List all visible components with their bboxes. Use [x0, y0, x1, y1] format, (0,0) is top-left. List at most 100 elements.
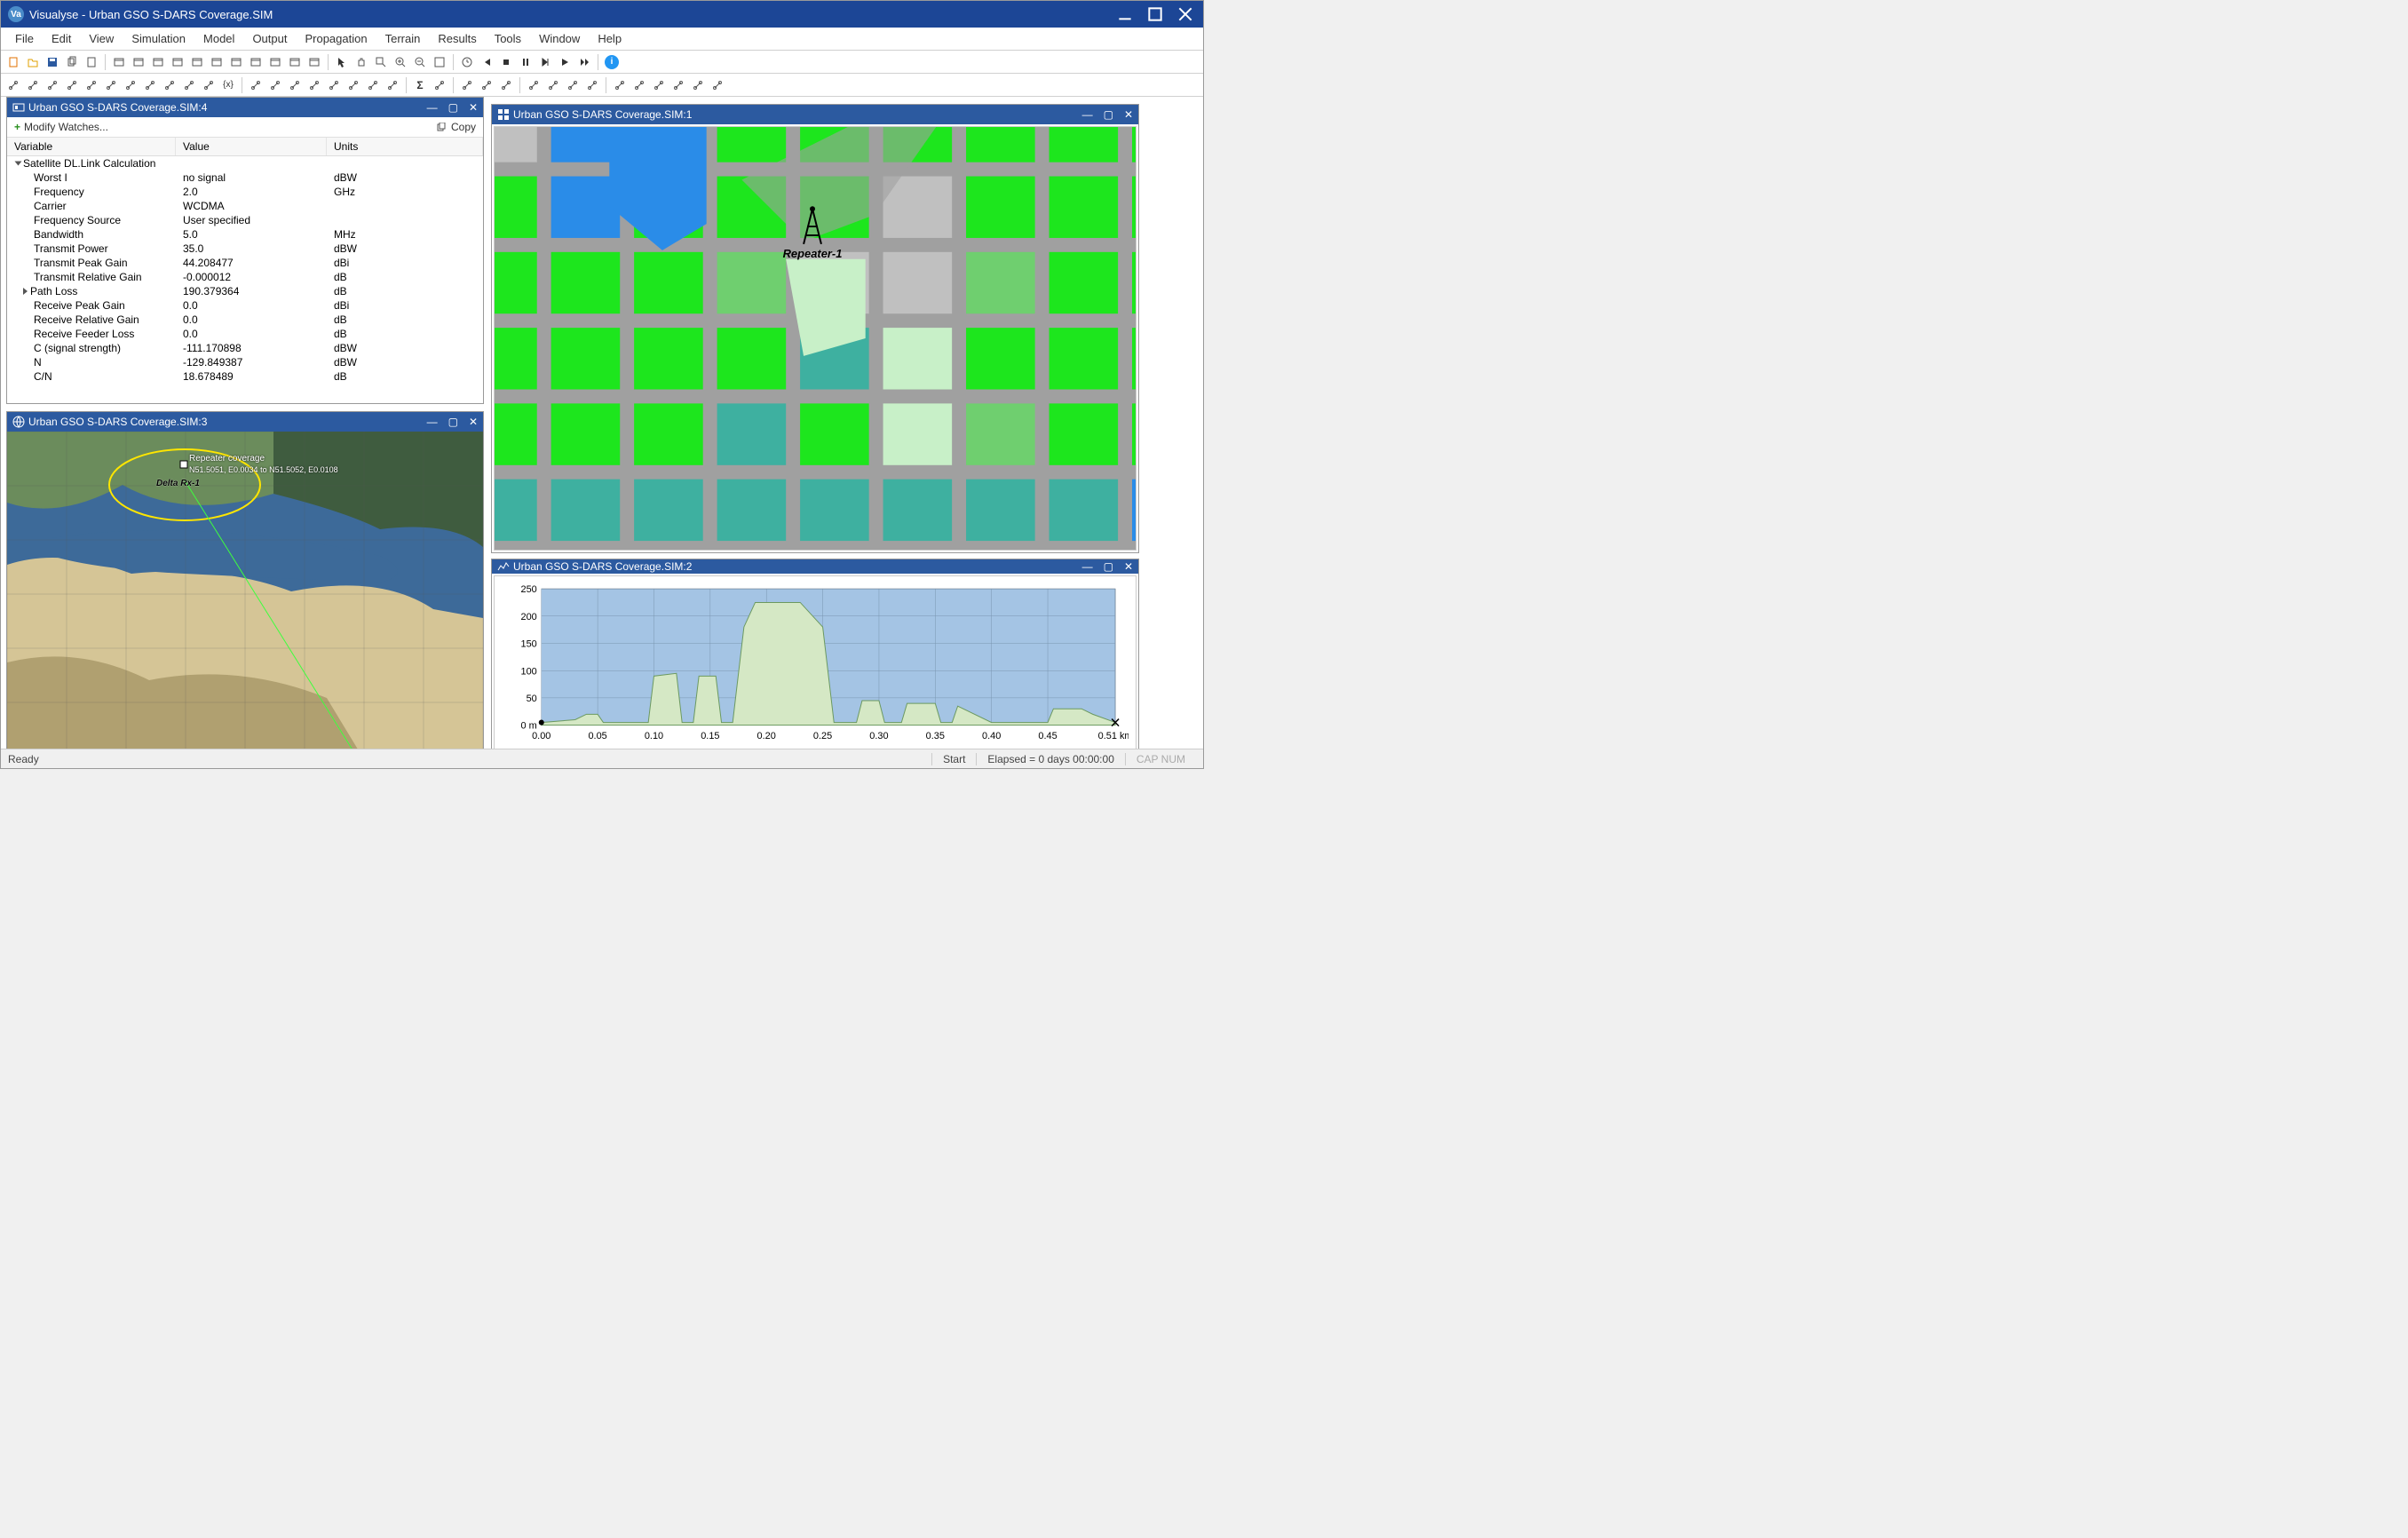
menu-propagation[interactable]: Propagation: [296, 28, 376, 49]
panel-maximize-button[interactable]: ▢: [448, 416, 458, 428]
person-2-icon[interactable]: [345, 76, 362, 94]
pause-icon[interactable]: [517, 53, 535, 71]
panel-close-button[interactable]: ✕: [1124, 560, 1133, 573]
window-3-icon[interactable]: [149, 53, 167, 71]
table-row[interactable]: N-129.849387dBW: [7, 355, 483, 369]
tool-a-icon[interactable]: [180, 76, 198, 94]
window-4-icon[interactable]: [169, 53, 186, 71]
table-row[interactable]: C/N18.678489dB: [7, 369, 483, 384]
panel-maximize-button[interactable]: ▢: [448, 101, 458, 114]
tile-icon[interactable]: [305, 53, 323, 71]
panel-maximize-button[interactable]: ▢: [1104, 108, 1113, 121]
transmit-icon[interactable]: [247, 76, 265, 94]
point-icon[interactable]: [161, 76, 178, 94]
hand-icon[interactable]: [352, 53, 370, 71]
panel-minimize-button[interactable]: —: [427, 416, 438, 428]
menu-results[interactable]: Results: [429, 28, 485, 49]
city-icon[interactable]: [709, 76, 726, 94]
stop-icon[interactable]: [497, 53, 515, 71]
cascade-icon[interactable]: [286, 53, 304, 71]
info-icon[interactable]: i: [603, 53, 621, 71]
window-7-icon[interactable]: [227, 53, 245, 71]
zoom-fit-icon[interactable]: [431, 53, 448, 71]
panel-close-button[interactable]: ✕: [469, 416, 478, 428]
build-icon[interactable]: [689, 76, 707, 94]
sigma-icon[interactable]: Σ: [411, 76, 429, 94]
antenna-1-icon[interactable]: [286, 76, 304, 94]
clock-icon[interactable]: [458, 53, 476, 71]
table-row[interactable]: Transmit Peak Gain44.208477dBi: [7, 256, 483, 270]
table-row[interactable]: CarrierWCDMA: [7, 199, 483, 213]
rewind-icon[interactable]: [478, 53, 495, 71]
pointer-icon[interactable]: [333, 53, 351, 71]
beam-1-icon[interactable]: [364, 76, 382, 94]
modify-watches-button[interactable]: +Modify Watches...: [14, 121, 436, 133]
layer-3-icon[interactable]: [564, 76, 582, 94]
table-row[interactable]: Transmit Relative Gain-0.000012dB: [7, 270, 483, 284]
fastfwd-icon[interactable]: [575, 53, 593, 71]
panel-close-button[interactable]: ✕: [1124, 108, 1133, 121]
table-row[interactable]: Receive Peak Gain0.0dBi: [7, 298, 483, 313]
layer-2-icon[interactable]: [544, 76, 562, 94]
close-button[interactable]: [1178, 7, 1192, 21]
menu-model[interactable]: Model: [194, 28, 243, 49]
table-row[interactable]: Transmit Power35.0dBW: [7, 242, 483, 256]
open-icon[interactable]: [24, 53, 42, 71]
chart-icon[interactable]: [266, 53, 284, 71]
table-group-row[interactable]: Satellite DL.Link Calculation: [7, 156, 483, 170]
profile-canvas[interactable]: 0 m501001502002500.000.050.100.150.200.2…: [494, 575, 1137, 749]
play-icon[interactable]: [556, 53, 574, 71]
col-units[interactable]: Units: [327, 138, 483, 155]
panel-minimize-button[interactable]: —: [1082, 560, 1093, 573]
zoom-out-icon[interactable]: [411, 53, 429, 71]
minimize-button[interactable]: [1118, 7, 1132, 21]
window-2-icon[interactable]: [130, 53, 147, 71]
table-row[interactable]: Worst Ino signaldBW: [7, 170, 483, 185]
coverage-canvas[interactable]: Repeater-1: [494, 126, 1137, 551]
paste-icon[interactable]: [83, 53, 100, 71]
route-icon[interactable]: [102, 76, 120, 94]
panel-b-icon[interactable]: [497, 76, 515, 94]
antenna-2-icon[interactable]: [305, 76, 323, 94]
menu-output[interactable]: Output: [243, 28, 296, 49]
menu-file[interactable]: File: [6, 28, 43, 49]
window-6-icon[interactable]: [208, 53, 226, 71]
dish-icon[interactable]: [458, 76, 476, 94]
link-b-icon[interactable]: [669, 76, 687, 94]
window-5-icon[interactable]: [188, 53, 206, 71]
table-icon[interactable]: [247, 53, 265, 71]
overlay-icon[interactable]: [630, 76, 648, 94]
table-row[interactable]: Frequency SourceUser specified: [7, 213, 483, 227]
zoom-in-icon[interactable]: [392, 53, 409, 71]
table-row[interactable]: Frequency2.0GHz: [7, 185, 483, 199]
panel-a-icon[interactable]: [478, 76, 495, 94]
node-icon[interactable]: [83, 76, 100, 94]
save-icon[interactable]: [44, 53, 61, 71]
receive-icon[interactable]: [266, 76, 284, 94]
table-row[interactable]: Bandwidth5.0MHz: [7, 227, 483, 242]
maximize-button[interactable]: [1148, 7, 1162, 21]
col-value[interactable]: Value: [176, 138, 327, 155]
link-a-icon[interactable]: [650, 76, 668, 94]
new-icon[interactable]: [4, 53, 22, 71]
copy-button[interactable]: Copy: [436, 121, 476, 133]
plot-icon[interactable]: [431, 76, 448, 94]
connect-icon[interactable]: [63, 76, 81, 94]
menu-tools[interactable]: Tools: [486, 28, 530, 49]
panel-close-button[interactable]: ✕: [469, 101, 478, 114]
table-row[interactable]: Path Loss190.379364dB: [7, 284, 483, 298]
col-variable[interactable]: Variable: [7, 138, 176, 155]
menu-terrain[interactable]: Terrain: [376, 28, 430, 49]
menu-edit[interactable]: Edit: [43, 28, 80, 49]
map-canvas[interactable]: Repeater coverage N51.5051, E0.0034 to N…: [7, 432, 483, 749]
cloud-icon[interactable]: [611, 76, 629, 94]
path-icon[interactable]: [122, 76, 139, 94]
table-row[interactable]: Receive Feeder Loss0.0dB: [7, 327, 483, 341]
vector-icon[interactable]: [141, 76, 159, 94]
tool-b-icon[interactable]: [200, 76, 218, 94]
table-row[interactable]: Receive Relative Gain0.0dB: [7, 313, 483, 327]
menu-window[interactable]: Window: [530, 28, 589, 49]
scatter-icon[interactable]: [24, 76, 42, 94]
window-1-icon[interactable]: [110, 53, 128, 71]
menu-help[interactable]: Help: [589, 28, 630, 49]
